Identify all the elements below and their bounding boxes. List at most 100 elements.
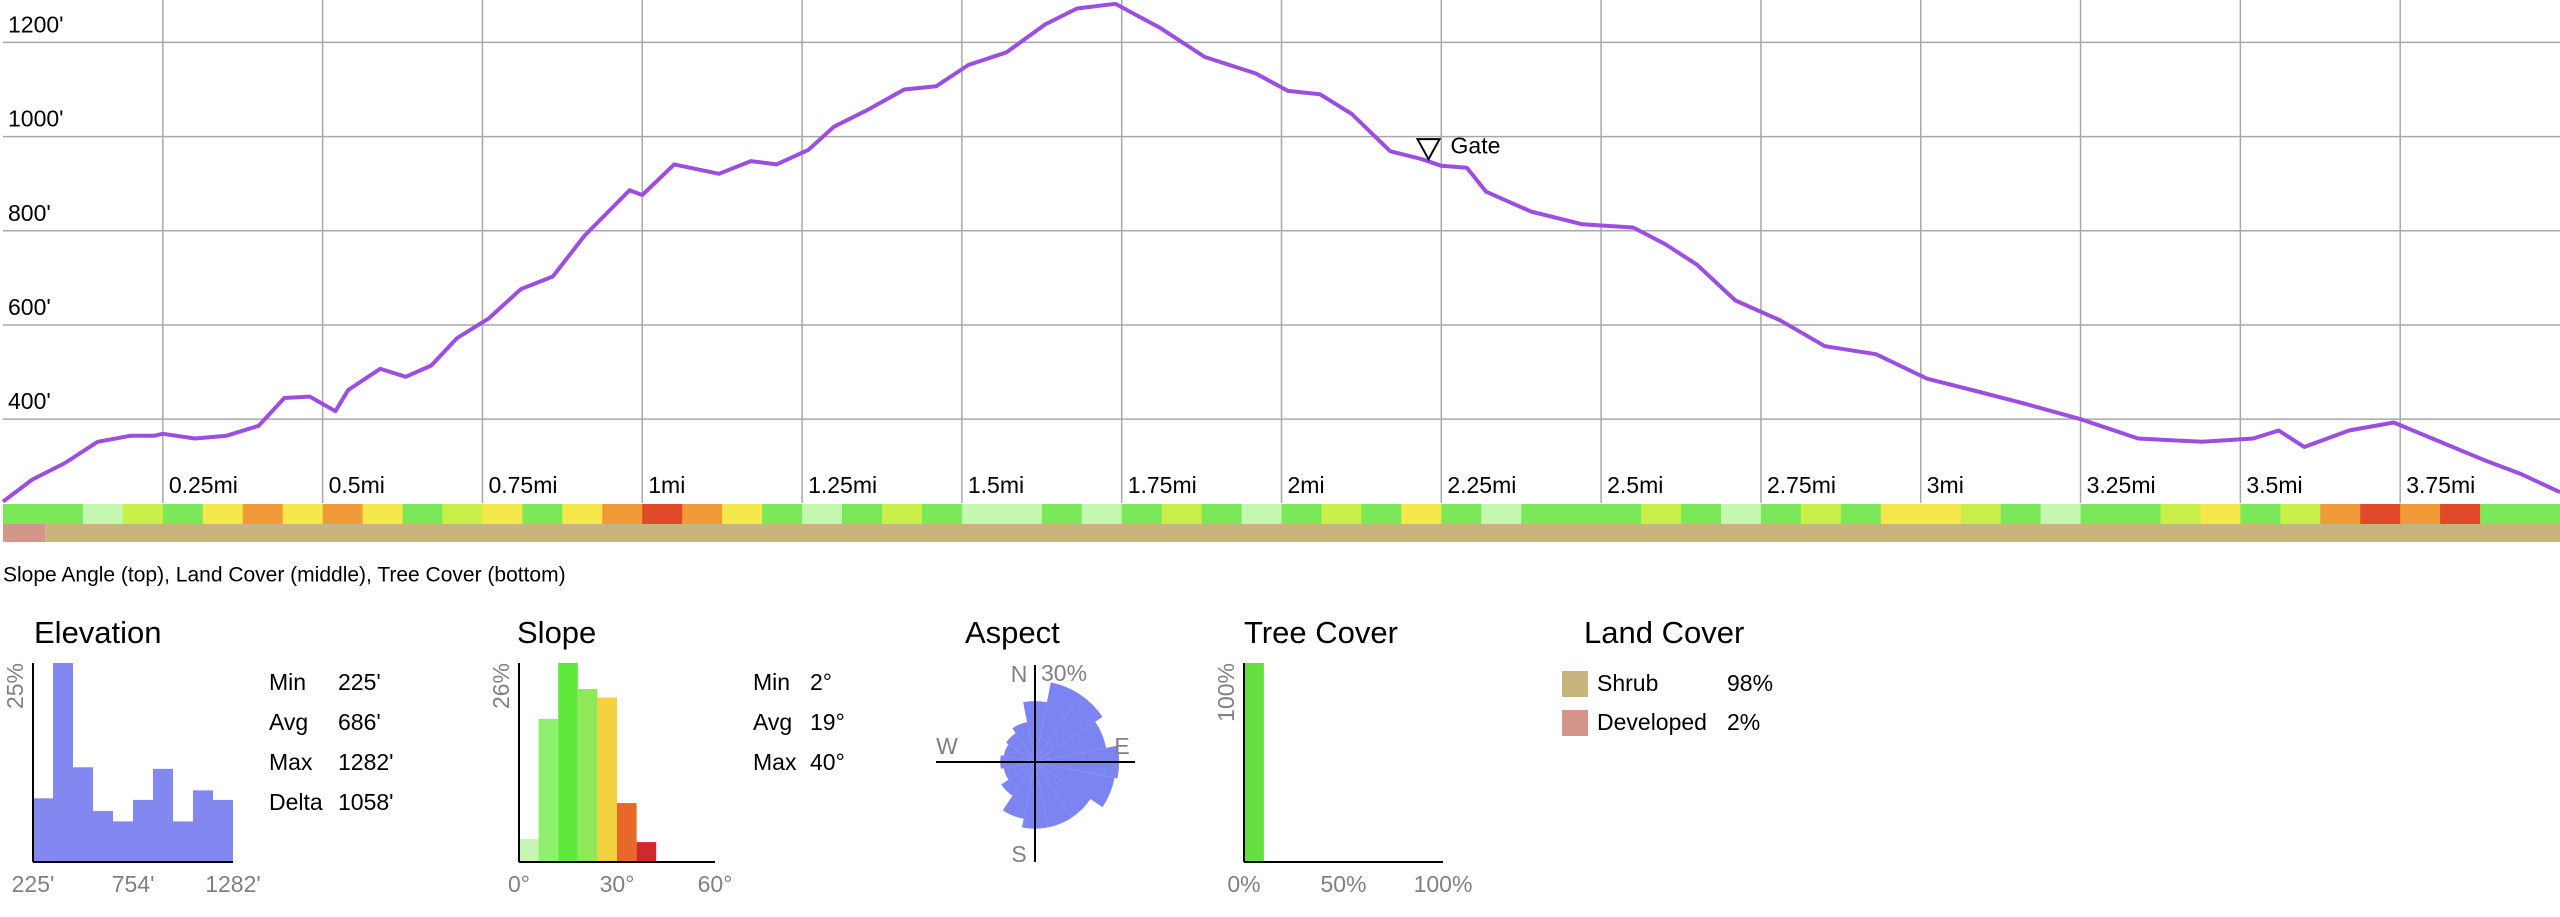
slope-cell <box>1760 504 1802 524</box>
slope-cell <box>1800 504 1842 524</box>
stat-label: Delta <box>269 789 323 815</box>
slope-cell <box>921 504 963 524</box>
slope-cell <box>1561 504 1602 524</box>
land-cover-cell <box>45 524 2560 542</box>
x-tick-label: 0.25mi <box>169 472 238 498</box>
r-tick-label: 30% <box>1041 660 1087 686</box>
slope-cell <box>2200 504 2241 524</box>
legend-swatch <box>1562 710 1588 736</box>
slope-cell <box>1041 504 1083 524</box>
slope-cell <box>2240 504 2281 524</box>
histogram-bar <box>53 663 73 862</box>
x-tick-label: 225' <box>12 871 55 897</box>
x-tick-label: 1.25mi <box>808 472 877 498</box>
x-tick-label: 3.25mi <box>2087 472 2156 498</box>
slope-cell <box>1641 504 1682 524</box>
slope-cell <box>2400 504 2441 524</box>
slope-cell <box>1720 504 1762 524</box>
slope-cell <box>961 504 1003 524</box>
stat-value: 225' <box>338 669 381 695</box>
slope-cell <box>722 504 763 524</box>
slope-cell <box>842 504 883 524</box>
panel-title: Tree Cover <box>1244 615 1398 650</box>
aspect-petal <box>1035 721 1107 762</box>
legend-name: Developed <box>1597 709 1707 735</box>
y-tick-label: 400' <box>8 388 51 414</box>
stat-label: Min <box>269 669 306 695</box>
histogram-bar <box>597 697 617 862</box>
x-tick-label: 3.5mi <box>2246 472 2302 498</box>
slope-cell <box>122 504 164 524</box>
slope-cell <box>522 504 563 524</box>
aspect-petal <box>1035 694 1103 762</box>
legend-value: 2% <box>1727 709 1760 735</box>
x-tick-label: 50% <box>1320 871 1366 897</box>
slope-cell <box>642 504 683 524</box>
compass-label: S <box>1011 841 1026 867</box>
slope-cell <box>1241 504 1282 524</box>
slope-cell <box>1960 504 2002 524</box>
histogram-bar <box>193 790 213 862</box>
histogram-bar <box>153 768 173 862</box>
x-tick-label: 0° <box>508 871 530 897</box>
stat-value: 1058' <box>338 789 394 815</box>
y-tick-label: 800' <box>8 200 51 226</box>
slope-cell <box>2360 504 2401 524</box>
aspect-petal <box>1035 762 1115 808</box>
stat-label: Min <box>753 669 790 695</box>
slope-cell <box>881 504 923 524</box>
stat-value: 1282' <box>338 749 394 775</box>
x-tick-label: 60° <box>698 871 733 897</box>
stat-label: Avg <box>753 709 792 735</box>
x-tick-label: 1.5mi <box>968 472 1024 498</box>
slope-cell <box>1481 504 1522 524</box>
slope-cell <box>2440 504 2481 524</box>
histogram-bar <box>173 821 193 862</box>
panel-title: Slope <box>517 615 596 650</box>
y-tick-label: 25% <box>2 663 28 709</box>
x-tick-label: 1mi <box>648 472 685 498</box>
slope-cell <box>82 504 124 524</box>
slope-cell <box>1361 504 1402 524</box>
gate-label: Gate <box>1451 132 1501 158</box>
stat-value: 2° <box>810 669 832 695</box>
histogram-bar <box>636 842 657 862</box>
elevation-line <box>1 1 2560 504</box>
compass-label: W <box>936 733 958 759</box>
x-tick-label: 1282' <box>205 871 261 897</box>
slope-cell <box>1601 504 1642 524</box>
histogram-bar <box>538 718 559 862</box>
slope-cell <box>2080 504 2122 524</box>
aspect-petal <box>1006 733 1035 762</box>
panel-title: Land Cover <box>1584 615 1744 650</box>
legend-swatch <box>1562 671 1588 697</box>
slope-cell <box>1161 504 1203 524</box>
y-tick-label: 100% <box>1213 663 1239 722</box>
slope-cell <box>802 504 843 524</box>
stat-value: 19° <box>810 709 845 735</box>
slope-cell <box>2000 504 2042 524</box>
histogram-bar <box>1244 663 1264 862</box>
aspect-petal <box>1002 762 1035 819</box>
panel-title: Elevation <box>34 615 162 650</box>
stat-label: Max <box>753 749 797 775</box>
aspect-petal <box>1001 762 1035 796</box>
x-tick-label: 2mi <box>1288 472 1325 498</box>
aspect-petal <box>1003 762 1035 780</box>
strip-caption: Slope Angle (top), Land Cover (middle), … <box>3 564 566 587</box>
slope-cell <box>162 504 204 524</box>
aspect-petal <box>1035 762 1091 818</box>
slope-cell <box>1880 504 1922 524</box>
histogram-bar <box>213 799 233 862</box>
histogram-bar <box>617 803 637 862</box>
stat-value: 686' <box>338 709 381 735</box>
slope-cell <box>362 504 404 524</box>
slope-cell <box>1321 504 1362 524</box>
stat-label: Max <box>269 749 313 775</box>
slope-cell <box>202 504 244 524</box>
slope-cell <box>2520 504 2560 524</box>
slope-cell <box>442 504 483 524</box>
stat-value: 40° <box>810 749 845 775</box>
slope-cell <box>242 504 284 524</box>
